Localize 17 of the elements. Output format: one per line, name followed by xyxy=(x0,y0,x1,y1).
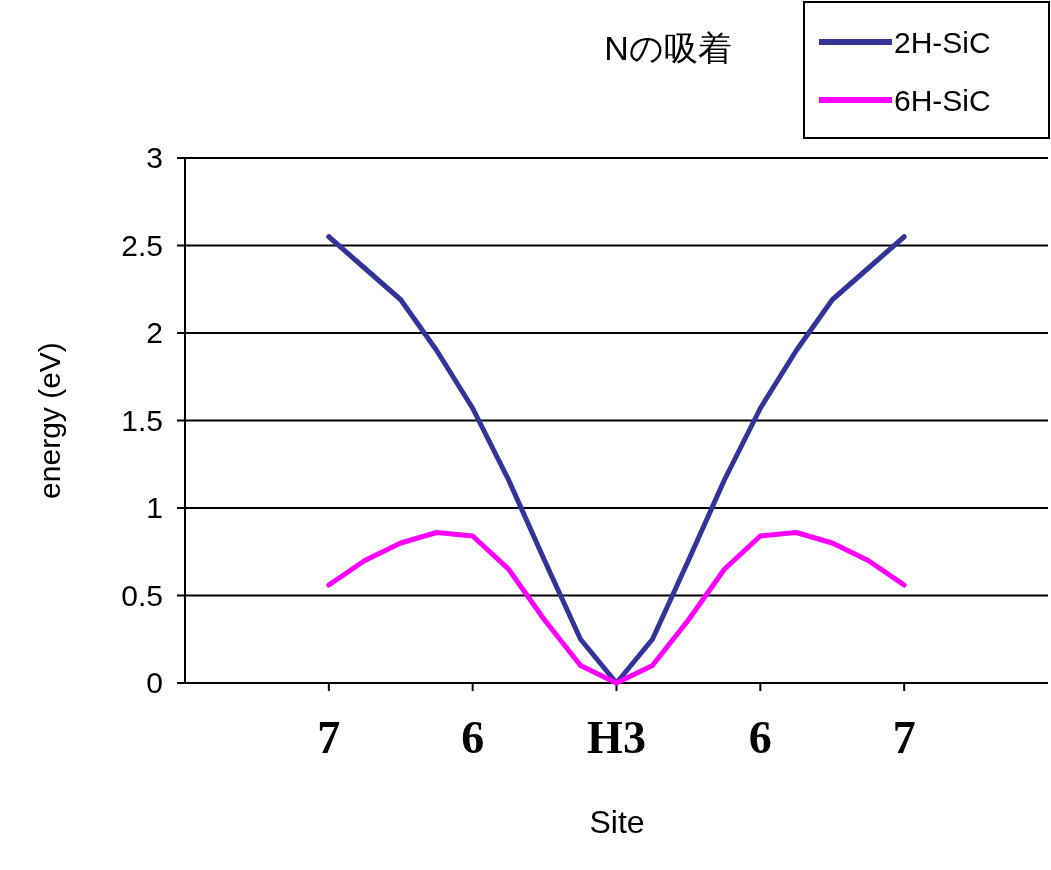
y-tick-label: 2.5 xyxy=(121,228,163,262)
y-tick-label: 0.5 xyxy=(121,578,163,612)
x-tick-label: 7 xyxy=(317,712,341,763)
x-tick-label: 6 xyxy=(461,712,485,763)
y-tick-label: 2 xyxy=(146,316,163,349)
y-tick-label: 3 xyxy=(146,141,163,174)
x-tick-label: H3 xyxy=(587,712,646,763)
x-axis-title: Site xyxy=(589,804,645,840)
legend-label: 2H-SiC xyxy=(894,26,991,59)
y-tick-label: 0 xyxy=(146,666,163,699)
legend-label: 6H-SiC xyxy=(894,84,991,117)
x-tick-label: 7 xyxy=(892,712,916,763)
y-axis-title: energy (eV) xyxy=(33,342,66,499)
chart-title: Nの吸着 xyxy=(604,29,732,67)
y-tick-label: 1 xyxy=(146,491,163,524)
y-tick-label: 1.5 xyxy=(121,403,163,437)
x-tick-label: 6 xyxy=(748,712,772,763)
